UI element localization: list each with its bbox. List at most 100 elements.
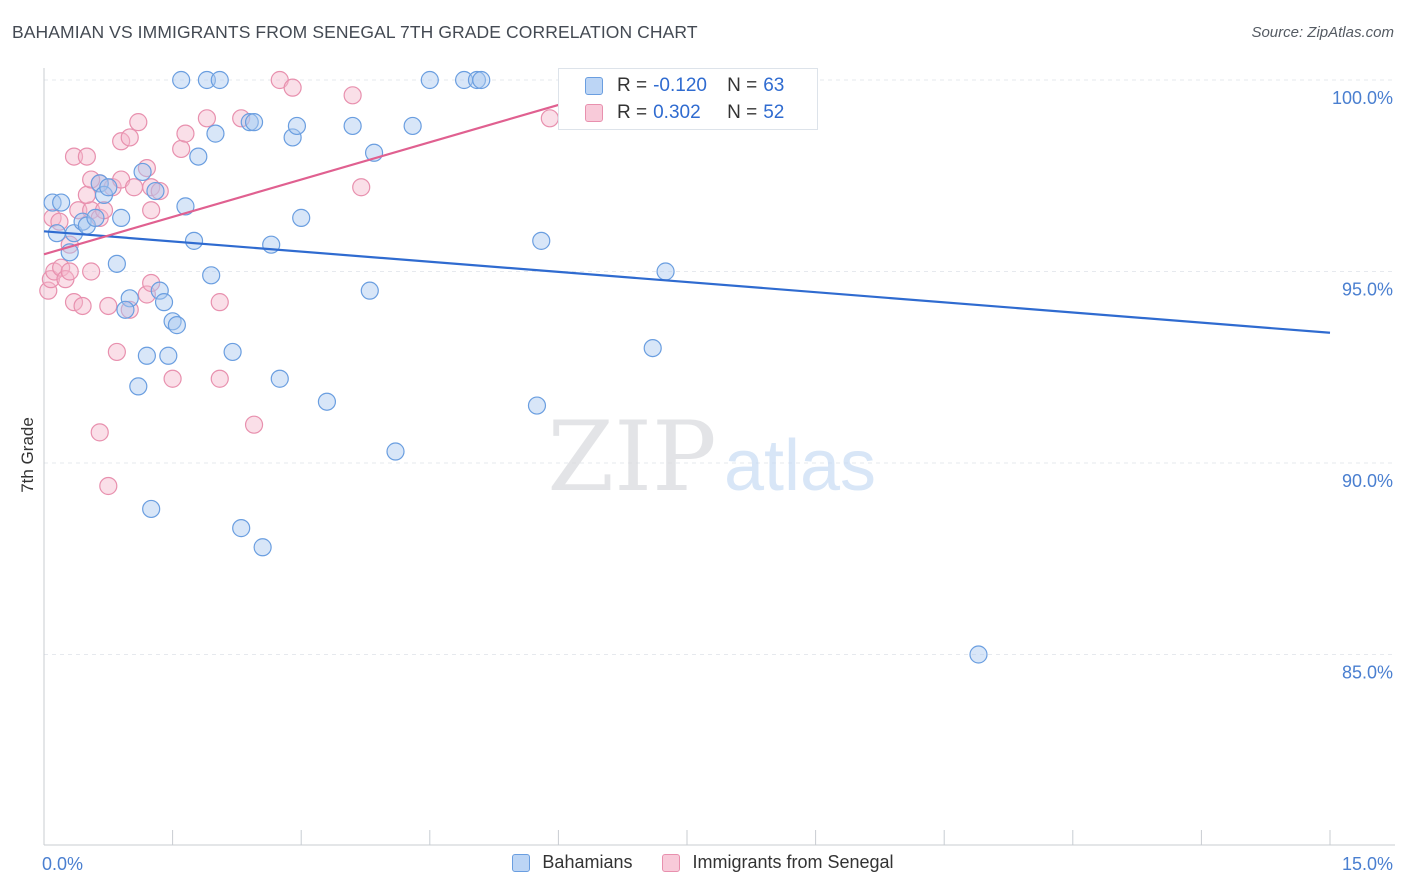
bahamian-point	[202, 266, 221, 285]
legend-n-label: N =	[727, 75, 758, 96]
senegal-trend-line	[43, 103, 559, 256]
y-tick-label: 95.0%	[1342, 280, 1393, 300]
senegal-point	[150, 181, 169, 201]
legend-swatch-blue	[512, 853, 531, 872]
legend-n-value: 52	[763, 102, 785, 123]
bahamian-point	[90, 174, 109, 193]
bahamian-point	[184, 231, 204, 250]
bahamian-point	[283, 128, 302, 147]
senegal-point	[60, 262, 79, 281]
senegal-point	[540, 109, 559, 128]
bahamian-point	[176, 197, 195, 216]
bahamian-point	[532, 231, 551, 250]
legend-label: Immigrants from Senegal	[692, 852, 894, 872]
bahamian-point	[142, 499, 161, 519]
bahamian-point	[159, 346, 178, 365]
senegal-point	[172, 139, 191, 159]
senegal-points	[39, 70, 585, 496]
senegal-point	[343, 86, 362, 105]
bahamian-point	[527, 396, 547, 415]
bahamian-point	[244, 113, 264, 132]
bahamian-point	[656, 262, 675, 281]
bahamian-point	[270, 369, 289, 388]
gridlines	[44, 79, 1395, 655]
senegal-point	[124, 178, 144, 197]
bahamian-point	[167, 316, 186, 335]
bahamian-point	[112, 208, 131, 227]
bahamian-point	[386, 442, 405, 461]
bahamian-point	[317, 392, 337, 411]
axes	[43, 68, 1395, 846]
senegal-point	[352, 178, 371, 197]
bahamian-point	[467, 70, 487, 90]
senegal-point	[77, 147, 96, 166]
y-axis-label: 7th Grade	[18, 417, 37, 493]
bahamian-point	[146, 181, 165, 201]
bahamian-point	[189, 147, 208, 166]
senegal-point	[52, 258, 71, 277]
bahamian-point	[343, 116, 362, 136]
legend-r-label: R =	[617, 75, 648, 96]
senegal-point	[90, 423, 109, 442]
legend-item-senegal: Immigrants from Senegal	[662, 852, 894, 873]
bahamian-point	[240, 113, 259, 132]
legend-row-senegal: R = 0.302 N = 52	[585, 100, 784, 126]
bahamian-point	[99, 178, 118, 197]
bahamian-point	[253, 538, 272, 557]
y-tick-label: 90.0%	[1342, 471, 1393, 491]
senegal-point	[99, 476, 118, 496]
watermark-zip: ZIP	[547, 401, 716, 513]
bahamian-point	[287, 116, 307, 136]
trend-lines	[43, 103, 1331, 334]
bahamian-point	[472, 70, 491, 90]
bahamian-point	[206, 124, 225, 143]
bahamian-point	[116, 300, 135, 319]
legend-item-bahamians: Bahamians	[512, 852, 632, 873]
senegal-point	[82, 170, 101, 189]
bahamian-point	[197, 70, 216, 90]
bahamian-point	[232, 519, 251, 538]
y-tick-label: 85.0%	[1342, 663, 1393, 683]
bahamian-point	[120, 289, 139, 308]
x-tick-label: 15.0%	[1342, 854, 1393, 874]
senegal-point	[129, 113, 148, 132]
legend-swatch-pink	[585, 104, 603, 122]
chart-title: BAHAMIAN VS IMMIGRANTS FROM SENEGAL 7TH …	[12, 22, 698, 42]
legend-r-value: 0.302	[653, 102, 701, 123]
bahamian-point	[643, 339, 662, 358]
legend-label: Bahamians	[542, 852, 633, 872]
senegal-point	[112, 132, 131, 151]
senegal-point	[197, 109, 216, 128]
bahamian-point	[129, 377, 148, 396]
senegal-point	[283, 78, 302, 97]
senegal-point	[142, 201, 161, 220]
bahamian-trend-line	[43, 230, 1331, 334]
x-tick-label: 0.0%	[42, 854, 83, 874]
senegal-point	[69, 201, 88, 220]
senegal-point	[244, 415, 264, 434]
senegal-point	[73, 296, 92, 316]
senegal-point	[50, 212, 69, 231]
bahamian-points	[43, 70, 988, 664]
legend-swatch-blue	[585, 77, 603, 95]
bahamian-point	[360, 281, 379, 300]
legend-r-label: R =	[617, 102, 648, 123]
bahamian-point	[969, 645, 988, 664]
series-legend: Bahamians Immigrants from Senegal	[0, 852, 1406, 873]
bahamian-point	[210, 70, 229, 90]
senegal-point	[99, 296, 118, 316]
bahamian-point	[223, 342, 242, 362]
bahamian-point	[420, 70, 439, 90]
bahamian-point	[150, 281, 169, 300]
legend-n-label: N =	[727, 102, 758, 123]
senegal-point	[107, 342, 126, 362]
bahamian-point	[107, 254, 126, 273]
legend-r-value: -0.120	[653, 75, 707, 96]
source-label: Source: ZipAtlas.com	[1251, 24, 1394, 41]
senegal-point	[210, 369, 229, 388]
senegal-point	[39, 281, 58, 300]
bahamian-point	[137, 346, 156, 365]
bahamian-point	[403, 116, 422, 136]
bahamian-point	[292, 208, 311, 227]
